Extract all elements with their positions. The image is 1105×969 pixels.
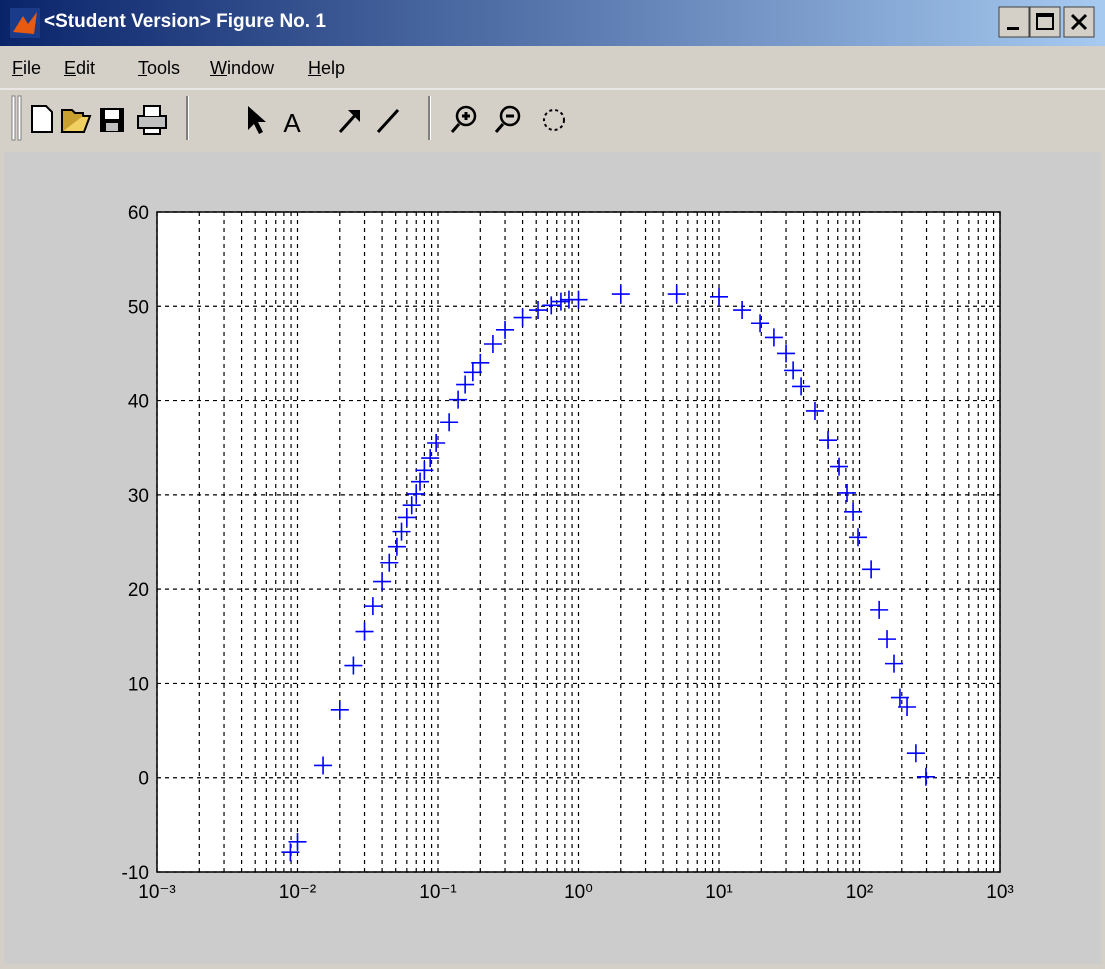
marker — [373, 572, 392, 591]
select-button[interactable] — [248, 106, 266, 134]
marker — [751, 314, 770, 333]
x-tick-label: 10⁻¹ — [419, 882, 457, 903]
marker — [344, 656, 363, 675]
marker — [784, 361, 803, 380]
marker — [363, 597, 382, 616]
text-icon: A — [283, 108, 301, 138]
menu-item[interactable]: Tools — [138, 58, 181, 78]
zoom-in-button[interactable] — [450, 105, 477, 133]
marker — [916, 767, 935, 786]
minimize-button[interactable] — [998, 6, 1030, 38]
rotate-button[interactable] — [543, 109, 565, 131]
y-tick-label: 0 — [138, 769, 149, 790]
marker — [387, 537, 406, 556]
y-tick-label: 60 — [128, 203, 149, 224]
marker — [569, 290, 588, 309]
menu-item[interactable]: Edit — [64, 58, 96, 78]
menu-item[interactable]: File — [12, 58, 42, 78]
print-button[interactable] — [137, 105, 167, 135]
marker — [805, 401, 824, 420]
marker — [402, 496, 421, 515]
close-button[interactable] — [1063, 6, 1095, 38]
marker — [397, 508, 416, 527]
marker — [314, 756, 333, 775]
marker — [551, 292, 570, 311]
new-button[interactable] — [31, 105, 53, 133]
marker — [878, 630, 897, 649]
marker — [764, 328, 783, 347]
marker — [870, 600, 889, 619]
marker — [777, 344, 796, 363]
marker — [898, 698, 917, 716]
marker — [421, 449, 440, 468]
window-controls[interactable] — [998, 6, 1098, 40]
window-title: <Student Version> Figure No. 1 — [44, 11, 326, 32]
marker — [471, 353, 490, 372]
save-button[interactable] — [100, 108, 124, 132]
menu-item[interactable]: Window — [210, 58, 275, 78]
marker — [440, 413, 459, 432]
line-button[interactable] — [376, 108, 400, 134]
y-tick-label: 40 — [128, 392, 149, 413]
marker — [906, 744, 925, 763]
x-tick-label: 10⁰ — [564, 882, 593, 903]
marker — [710, 287, 728, 306]
marker — [844, 502, 863, 521]
menu-item[interactable]: Help — [308, 58, 346, 78]
marker — [792, 377, 811, 396]
x-tick-label: 10¹ — [705, 882, 732, 903]
marker — [456, 375, 475, 394]
marker — [288, 832, 307, 851]
x-tick-label: 10⁻³ — [138, 882, 176, 903]
marker — [407, 484, 426, 503]
x-tick-label: 10³ — [986, 882, 1013, 903]
marker — [733, 301, 752, 320]
zoom-out-button[interactable] — [494, 105, 521, 133]
plot-frame — [156, 211, 1001, 873]
marker — [542, 296, 561, 315]
marker — [281, 843, 300, 862]
marker — [667, 285, 686, 304]
chart: 10⁻³ 10⁻² 10⁻¹ 10⁰ 10¹ 10² 10³ -10 0 10 20 30 40 50 60 — [122, 203, 1014, 903]
marker — [611, 285, 630, 304]
toolbar: A — [0, 88, 1105, 141]
marker — [849, 528, 868, 547]
y-tick-label: 20 — [128, 580, 149, 601]
app-icon — [10, 8, 40, 38]
marker — [819, 431, 838, 450]
figure-area: 10⁻³ 10⁻² 10⁻¹ 10⁰ 10¹ 10² 10³ -10 0 10 20 30 40 50 60 — [4, 152, 1101, 964]
menu-bar: File Edit Tools Window Help — [0, 50, 1105, 86]
text-button[interactable]: A — [283, 108, 301, 138]
marker — [427, 434, 446, 452]
marker — [830, 457, 849, 476]
maximize-button[interactable] — [1029, 6, 1061, 38]
marker — [884, 654, 903, 673]
open-button[interactable] — [60, 109, 92, 133]
marker — [483, 335, 502, 353]
y-tick-label: 10 — [128, 674, 149, 695]
y-tick-label: -10 — [122, 863, 149, 884]
marker — [355, 622, 374, 641]
marker — [496, 320, 515, 339]
arrow-button[interactable] — [338, 110, 360, 134]
marker — [415, 461, 434, 480]
marker — [529, 301, 548, 320]
x-tick-label: 10² — [846, 882, 873, 903]
marker — [838, 483, 857, 502]
marker — [449, 390, 468, 409]
marker — [513, 308, 532, 327]
marker — [890, 688, 909, 707]
title-bar: <Student Version> Figure No. 1 — [0, 0, 1105, 46]
y-tick-label: 50 — [128, 297, 149, 318]
marker — [411, 472, 430, 491]
marker — [463, 363, 482, 382]
marker — [862, 560, 881, 579]
marker — [380, 553, 399, 572]
x-tick-label: 10⁻² — [279, 882, 317, 903]
y-tick-label: 30 — [128, 486, 149, 507]
marker — [330, 700, 349, 719]
marker — [392, 522, 411, 541]
